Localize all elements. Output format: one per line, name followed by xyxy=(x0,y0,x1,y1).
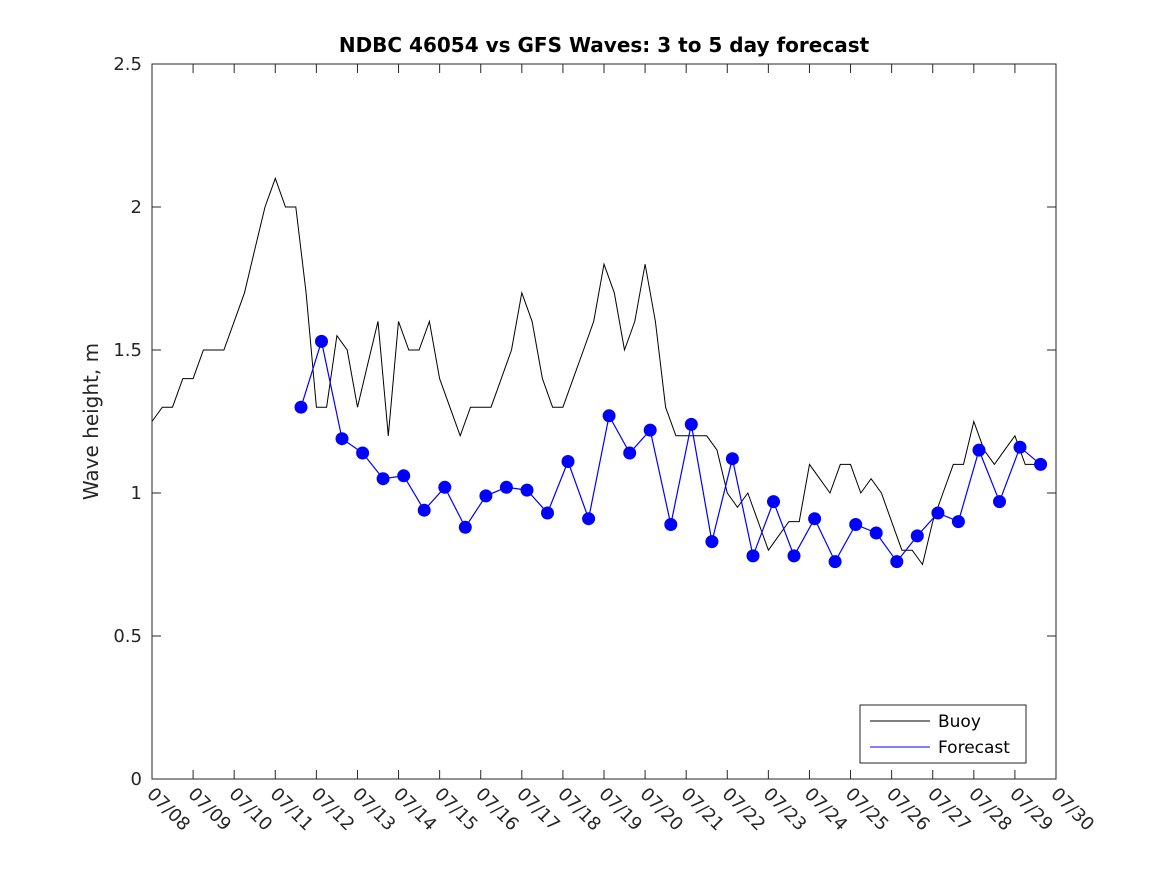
y-tick-label: 0 xyxy=(131,769,142,790)
forecast-point xyxy=(417,503,431,517)
forecast-point xyxy=(479,489,493,503)
forecast-point xyxy=(684,417,698,431)
forecast-point xyxy=(356,446,370,460)
forecast-point xyxy=(705,535,719,549)
forecast-point xyxy=(294,400,308,414)
forecast-point xyxy=(869,526,883,540)
forecast-point xyxy=(315,334,328,348)
forecast-point xyxy=(890,555,904,569)
forecast-point xyxy=(828,555,842,569)
forecast-point xyxy=(438,480,452,494)
y-tick-label: 2 xyxy=(131,197,142,218)
plot-area xyxy=(151,176,1048,569)
forecast-point xyxy=(520,483,534,497)
forecast-point xyxy=(849,518,863,531)
forecast-point xyxy=(746,549,760,563)
forecast-point xyxy=(541,506,554,520)
forecast-point xyxy=(1013,440,1027,454)
forecast-point xyxy=(397,469,411,483)
forecast-point xyxy=(643,423,657,437)
forecast-point xyxy=(808,512,822,526)
forecast-point xyxy=(787,549,801,563)
forecast-point xyxy=(499,480,513,494)
forecast-point xyxy=(910,529,924,543)
y-axis-label: Wave height, m xyxy=(79,343,103,500)
legend-label-forecast: Forecast xyxy=(938,738,1010,758)
forecast-point xyxy=(561,455,575,468)
forecast-point xyxy=(767,495,780,509)
forecast-point xyxy=(993,495,1006,509)
series-line-buoy xyxy=(151,176,1036,566)
legend-box xyxy=(859,704,1027,764)
forecast-point xyxy=(582,512,596,526)
forecast-point xyxy=(1034,457,1048,471)
forecast-point xyxy=(335,432,349,446)
y-tick-label: 1 xyxy=(131,483,142,504)
forecast-point xyxy=(931,506,945,520)
forecast-point xyxy=(972,443,986,457)
legend: Buoy Forecast xyxy=(859,704,1027,764)
forecast-point xyxy=(376,472,390,486)
forecast-point xyxy=(725,452,739,466)
forecast-point xyxy=(623,446,637,460)
y-tick-label: 1.5 xyxy=(113,340,142,361)
y-tick-label: 2.5 xyxy=(113,54,142,75)
y-tick-label: 0.5 xyxy=(113,626,142,647)
forecast-point xyxy=(951,515,965,529)
forecast-point xyxy=(664,518,678,531)
legend-label-buoy: Buoy xyxy=(938,712,981,732)
forecast-point xyxy=(602,409,616,423)
chart-title: NDBC 46054 vs GFS Waves: 3 to 5 day fore… xyxy=(339,33,870,57)
forecast-point xyxy=(458,520,472,534)
